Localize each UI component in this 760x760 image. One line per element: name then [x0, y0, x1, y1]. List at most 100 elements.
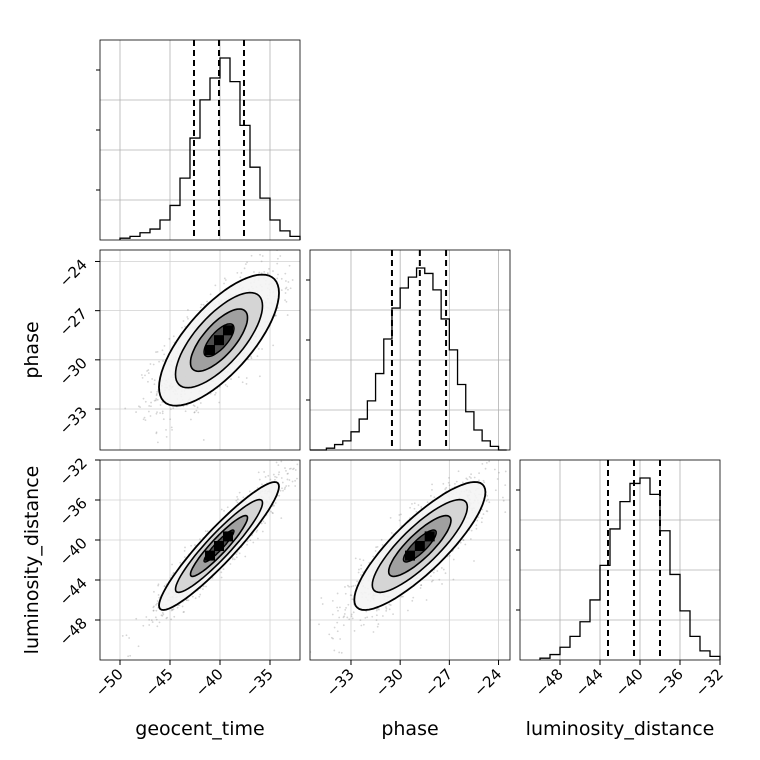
sample-point — [161, 410, 164, 413]
sample-point — [236, 498, 239, 501]
sample-point — [258, 478, 261, 481]
sample-point — [272, 512, 274, 515]
sample-point — [170, 609, 173, 612]
sample-point — [398, 514, 401, 516]
sample-point — [171, 563, 173, 566]
sample-point — [268, 267, 270, 270]
sample-point — [362, 623, 365, 626]
sample-point — [274, 475, 276, 478]
sample-point — [183, 550, 186, 552]
sample-point — [156, 390, 159, 393]
sample-point — [171, 428, 173, 431]
sample-point — [375, 609, 378, 612]
sample-point — [354, 584, 357, 587]
sample-point — [147, 369, 150, 371]
sample-point — [411, 599, 414, 602]
sample-point — [261, 348, 263, 350]
sample-point — [360, 564, 363, 567]
sample-point — [261, 255, 264, 257]
sample-point — [285, 300, 288, 303]
density-peak-cell — [424, 531, 435, 542]
sample-point — [257, 537, 259, 540]
sample-point — [336, 592, 339, 595]
sample-point — [284, 486, 287, 489]
sample-point — [157, 594, 160, 596]
y-axis-phase: −33 −30 −27 −24 phase — [21, 256, 100, 438]
x-tick-label: −30 — [372, 665, 407, 700]
sample-point — [223, 282, 225, 285]
sample-point — [291, 480, 294, 483]
sample-point — [342, 624, 345, 627]
sample-point — [128, 637, 131, 639]
sample-point — [199, 538, 201, 541]
sample-point — [286, 472, 289, 475]
sample-point — [184, 410, 187, 413]
sample-point — [336, 630, 339, 633]
sample-point — [171, 608, 173, 611]
density-peak-cell — [214, 541, 224, 551]
sample-point — [333, 626, 336, 629]
sample-point — [166, 616, 169, 619]
sample-point — [152, 606, 155, 609]
sample-point — [340, 651, 343, 654]
sample-point — [257, 471, 260, 474]
x-tick-label: −36 — [652, 665, 687, 700]
sample-point — [235, 499, 238, 502]
sample-point — [220, 508, 223, 511]
sample-point — [339, 638, 342, 640]
sample-point — [348, 585, 351, 588]
sample-point — [144, 374, 146, 377]
sample-point — [288, 479, 291, 481]
sample-point — [415, 510, 418, 513]
sample-point — [452, 558, 455, 561]
sample-point — [366, 616, 369, 619]
sample-point — [309, 453, 311, 455]
sample-point — [159, 404, 162, 406]
sample-point — [157, 583, 160, 586]
x-axis-label-phase: phase — [381, 718, 438, 740]
sample-point — [206, 530, 209, 533]
sample-point — [280, 477, 283, 479]
sample-point — [351, 617, 354, 620]
sample-point — [388, 608, 391, 611]
sample-point — [447, 481, 450, 484]
panel-content — [100, 250, 316, 450]
sample-point — [142, 624, 145, 627]
sample-point — [186, 599, 188, 602]
sample-point — [156, 441, 159, 444]
panel-frame — [309, 249, 511, 451]
sample-point — [294, 469, 297, 471]
density-peak-cell — [205, 345, 215, 355]
sample-point — [170, 426, 173, 429]
sample-point — [357, 571, 360, 574]
sample-point — [153, 399, 156, 402]
sample-point — [468, 475, 471, 478]
sample-point — [150, 391, 153, 394]
sample-point — [462, 539, 464, 541]
sample-point — [209, 293, 212, 296]
sample-point — [154, 616, 157, 619]
sample-point — [496, 478, 499, 480]
y-tick-label: −48 — [56, 614, 91, 649]
sample-point — [170, 618, 173, 621]
sample-point — [291, 279, 294, 281]
sample-point — [153, 379, 156, 382]
sample-point — [127, 655, 130, 658]
sample-point — [352, 611, 355, 614]
sample-point — [271, 511, 274, 514]
sample-point — [220, 571, 223, 574]
sample-point — [407, 609, 409, 612]
sample-point — [475, 524, 478, 527]
sample-point — [349, 594, 352, 597]
x-axis-label-luminosity_distance: luminosity_distance — [526, 718, 715, 740]
sample-point — [302, 299, 304, 301]
sample-point — [464, 543, 467, 546]
sample-point — [249, 539, 252, 542]
sample-point — [270, 510, 272, 513]
sample-point — [413, 507, 416, 510]
panel-frame — [99, 459, 301, 661]
sample-point — [142, 418, 145, 421]
sample-point — [314, 254, 316, 256]
sample-point — [371, 615, 374, 618]
x-tick-label: −40 — [192, 665, 227, 700]
